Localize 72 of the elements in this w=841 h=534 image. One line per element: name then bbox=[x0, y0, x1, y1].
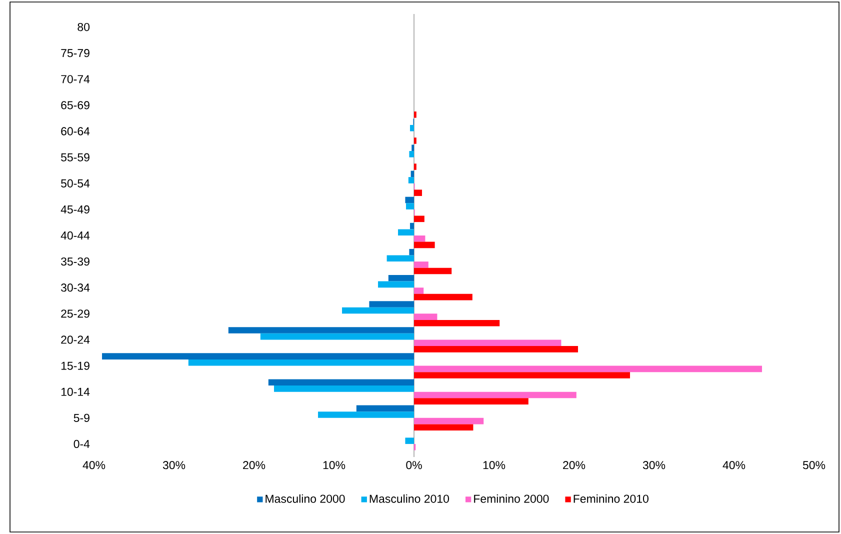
bar bbox=[414, 418, 484, 424]
y-tick-label: 70-74 bbox=[61, 75, 90, 84]
bar bbox=[414, 216, 424, 222]
bar bbox=[274, 386, 414, 392]
x-tick-label: 0% bbox=[406, 461, 422, 470]
bar bbox=[188, 359, 414, 366]
y-tick-label: 15-19 bbox=[61, 362, 90, 370]
bar bbox=[414, 366, 762, 372]
y-tick-label: 60-64 bbox=[61, 127, 90, 136]
bar bbox=[414, 288, 424, 294]
y-tick-label: 40-44 bbox=[60, 231, 90, 240]
bar bbox=[408, 177, 414, 184]
bar bbox=[409, 248, 414, 256]
legend-label: Masculino 2000 bbox=[266, 494, 345, 503]
bar bbox=[318, 412, 414, 418]
bar bbox=[398, 229, 414, 236]
bar bbox=[414, 372, 630, 378]
y-tick-label: 35-39 bbox=[61, 257, 90, 266]
bar bbox=[268, 379, 414, 386]
bar bbox=[386, 255, 414, 262]
bar bbox=[406, 203, 414, 210]
y-tick-label: 80 bbox=[78, 22, 90, 32]
bar bbox=[388, 275, 414, 282]
x-tick-label: 10% bbox=[483, 461, 506, 470]
bar bbox=[369, 301, 414, 308]
bar bbox=[414, 392, 576, 398]
x-tick-label: 50% bbox=[802, 461, 826, 470]
bar bbox=[414, 320, 500, 326]
bar bbox=[405, 438, 414, 444]
bar bbox=[414, 268, 452, 274]
y-tick-label: 75-79 bbox=[61, 49, 90, 58]
y-tick-label: 30-34 bbox=[61, 284, 90, 292]
x-tick-label: 40% bbox=[722, 461, 746, 470]
bar bbox=[414, 424, 474, 431]
legend-label: Masculino 2010 bbox=[370, 494, 450, 503]
bar bbox=[378, 281, 414, 288]
bar bbox=[414, 190, 422, 196]
y-tick-label: 5-9 bbox=[74, 414, 90, 422]
bar bbox=[260, 333, 414, 340]
x-tick-label: 30% bbox=[162, 461, 186, 470]
bar bbox=[414, 340, 562, 346]
y-tick-label: 25-29 bbox=[61, 310, 90, 318]
legend-label: Feminino 2010 bbox=[574, 494, 648, 503]
legend-label: Feminino 2000 bbox=[474, 494, 549, 503]
bar bbox=[356, 405, 414, 412]
x-tick-label: 20% bbox=[563, 461, 586, 470]
y-tick-label: 0-4 bbox=[74, 440, 90, 448]
x-tick-label: 40% bbox=[82, 461, 106, 470]
bar bbox=[414, 242, 435, 248]
y-tick-label: 20-24 bbox=[61, 336, 90, 344]
bar bbox=[414, 294, 472, 300]
bar bbox=[405, 196, 414, 204]
y-tick-label: 10-14 bbox=[61, 388, 90, 396]
bar bbox=[412, 144, 414, 152]
x-tick-label: 10% bbox=[323, 461, 346, 470]
y-tick-label: 45-49 bbox=[60, 205, 90, 214]
y-tick-label: 65-69 bbox=[61, 101, 90, 110]
bar bbox=[414, 314, 438, 320]
y-tick-label: 50-54 bbox=[61, 179, 90, 188]
x-tick-label: 20% bbox=[243, 461, 266, 470]
bar bbox=[414, 398, 528, 404]
bar bbox=[414, 346, 578, 352]
bar bbox=[342, 307, 414, 314]
y-tick-label: 55-59 bbox=[61, 153, 90, 162]
bar bbox=[410, 222, 414, 230]
bar bbox=[410, 124, 414, 132]
x-tick-label: 30% bbox=[642, 461, 666, 470]
bar bbox=[409, 151, 414, 158]
bar bbox=[228, 327, 414, 334]
bar bbox=[102, 353, 414, 360]
bar bbox=[414, 262, 428, 268]
bar bbox=[414, 235, 426, 242]
